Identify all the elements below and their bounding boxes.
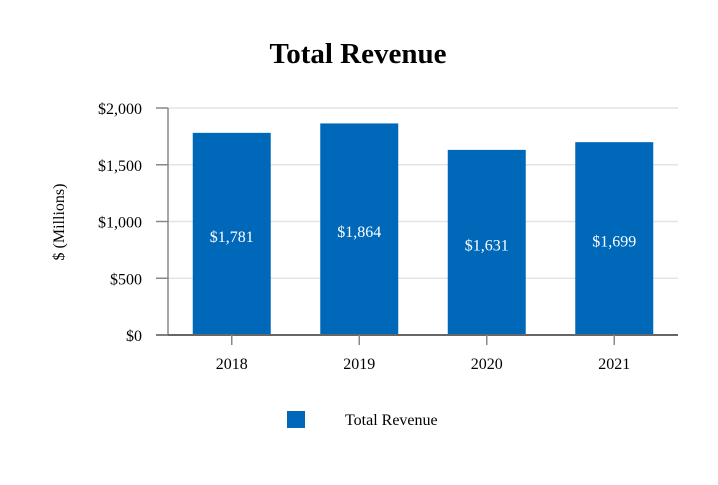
x-tick-label: 2020 (471, 356, 503, 373)
bar-2018 (192, 132, 271, 335)
y-tick-label: $0 (126, 328, 142, 345)
legend-label: Total Revenue (345, 412, 438, 429)
y-ticks: $0 $500 $1,000 $1,500 $2,000 (98, 101, 168, 345)
y-tick-label: $1,500 (98, 158, 142, 175)
bars: $1,781 $1,864 $1,631 $1,699 (192, 123, 654, 335)
bar-2021 (575, 142, 654, 335)
bar-2020 (447, 149, 526, 335)
x-ticks: 2018 2019 2020 2021 (216, 335, 630, 373)
x-tick-label: 2021 (598, 356, 630, 373)
legend-swatch (287, 411, 305, 428)
x-tick-label: 2018 (216, 356, 248, 373)
bar-2019 (320, 123, 399, 335)
legend: Total Revenue (287, 411, 438, 429)
data-label: $1,699 (592, 234, 636, 251)
data-label: $1,864 (337, 224, 381, 241)
chart-title: Total Revenue (270, 38, 447, 70)
x-tick-label: 2019 (343, 356, 375, 373)
data-label: $1,781 (210, 229, 254, 246)
y-axis-label: $ (Millions) (51, 184, 68, 261)
data-label: $1,631 (465, 237, 509, 254)
y-tick-label: $500 (110, 271, 142, 288)
y-tick-label: $2,000 (98, 101, 142, 118)
y-tick-label: $1,000 (98, 215, 142, 232)
